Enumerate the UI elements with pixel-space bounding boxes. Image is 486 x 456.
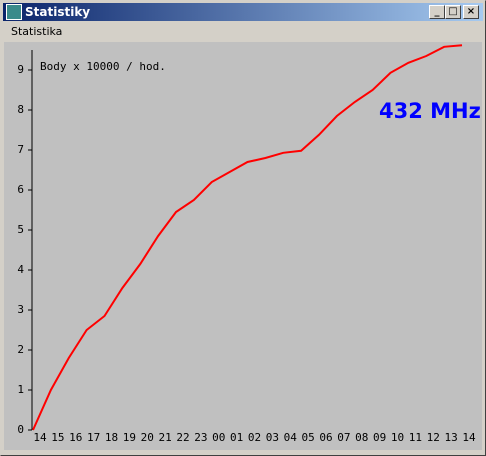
x-tick-label: 07 (337, 431, 350, 444)
y-tick-label: 2 (17, 343, 24, 356)
x-tick-label: 22 (176, 431, 189, 444)
x-tick-label: 14 (33, 431, 47, 444)
x-tick-label: 20 (141, 431, 154, 444)
annotation: 432 MHz (379, 99, 481, 123)
x-tick-label: 16 (69, 431, 82, 444)
y-tick-label: 9 (17, 63, 24, 76)
x-tick-label: 09 (373, 431, 386, 444)
x-tick-label: 06 (319, 431, 332, 444)
x-tick-label: 15 (51, 431, 64, 444)
x-tick-label: 11 (409, 431, 422, 444)
x-tick-label: 19 (123, 431, 136, 444)
y-tick-label: 7 (17, 143, 24, 156)
y-tick-label: 0 (17, 423, 24, 436)
y-tick-label: 4 (17, 263, 24, 276)
annotation: Body x 10000 / hod. (40, 60, 166, 73)
y-tick-label: 6 (17, 183, 24, 196)
x-tick-label: 05 (302, 431, 315, 444)
window-title: Statistiky (25, 5, 91, 19)
x-tick-label: 03 (266, 431, 279, 444)
x-tick-label: 18 (105, 431, 118, 444)
x-tick-label: 14 (462, 431, 476, 444)
x-tick-label: 01 (230, 431, 243, 444)
x-tick-label: 12 (427, 431, 440, 444)
data-line (32, 44, 463, 431)
x-tick-label: 08 (355, 431, 368, 444)
plot-background (4, 42, 482, 450)
x-tick-label: 21 (159, 431, 172, 444)
menu-bar: Statistika (3, 23, 483, 41)
y-tick-label: 3 (17, 303, 24, 316)
title-bar: Statistiky _ □ × (3, 3, 483, 21)
y-tick-label: 8 (17, 103, 24, 116)
x-tick-label: 23 (194, 431, 207, 444)
y-tick-label: 5 (17, 223, 24, 236)
y-tick-label: 1 (17, 383, 24, 396)
minimize-button[interactable]: _ (429, 5, 445, 19)
x-tick-label: 02 (248, 431, 261, 444)
maximize-button[interactable]: □ (445, 5, 461, 19)
app-icon (6, 4, 22, 20)
chart: Body x 10000 / hod. 432 MHz 012345678914… (4, 42, 482, 450)
close-button[interactable]: × (463, 5, 479, 19)
x-tick-label: 00 (212, 431, 225, 444)
x-tick-label: 17 (87, 431, 100, 444)
x-tick-label: 04 (284, 431, 298, 444)
x-tick-label: 13 (445, 431, 458, 444)
menu-item[interactable]: Statistika (11, 25, 63, 38)
x-tick-label: 10 (391, 431, 404, 444)
